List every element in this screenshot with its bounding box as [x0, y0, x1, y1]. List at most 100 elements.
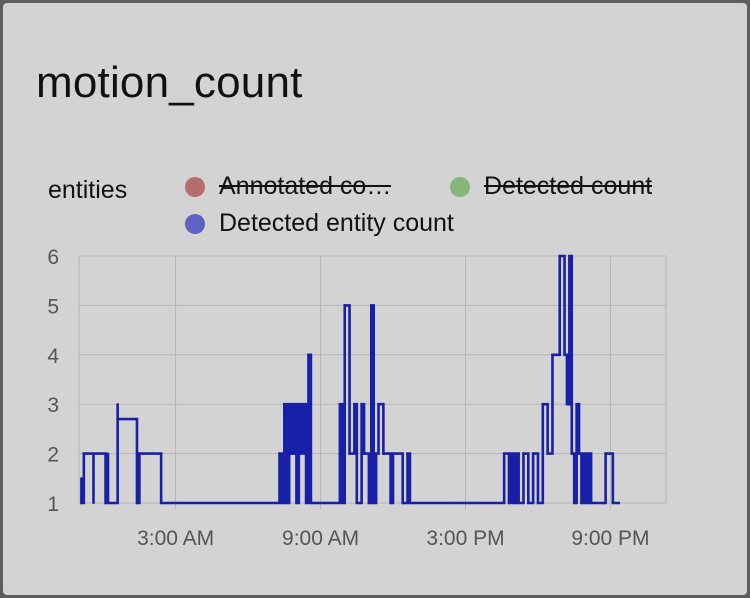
data-point: [295, 501, 298, 505]
data-point: [601, 501, 605, 505]
data-point: [512, 501, 516, 505]
data-point: [594, 501, 598, 505]
data-point: [338, 403, 342, 406]
legend-item-detected-count[interactable]: Detected count: [450, 172, 652, 201]
data-point: [616, 501, 619, 505]
data-point: [541, 403, 545, 406]
data-point: [297, 403, 301, 406]
data-point: [589, 501, 593, 505]
data-point: [372, 501, 375, 505]
data-point: [355, 501, 358, 505]
data-point: [575, 403, 578, 406]
data-point: [104, 452, 107, 455]
y-axis-unit-label: entities: [48, 176, 128, 204]
data-point: [582, 452, 586, 455]
data-point: [89, 452, 93, 455]
legend-item-detected-entity-count[interactable]: Detected entity count: [185, 209, 454, 238]
data-point: [300, 452, 303, 455]
data-point: [515, 452, 518, 455]
data-point: [611, 501, 615, 505]
plot-area: [80, 254, 621, 505]
card-title: motion_count: [36, 58, 303, 107]
data-point: [558, 254, 561, 258]
data-point: [536, 501, 540, 505]
y-axis-ticks: 1 2 3 4 5 6: [47, 246, 59, 516]
data-point: [341, 501, 344, 505]
legend-dot-icon: [185, 213, 205, 234]
data-point: [546, 452, 549, 455]
data-point: [106, 501, 110, 505]
y-tick-label: 4: [47, 345, 59, 368]
data-point: [360, 403, 363, 406]
data-point: [312, 501, 315, 505]
x-tick-label: 9:00 AM: [282, 527, 359, 550]
data-point: [304, 501, 308, 505]
y-tick-label: 1: [47, 493, 59, 516]
data-point: [82, 452, 86, 455]
data-point: [104, 501, 107, 505]
data-point: [382, 452, 385, 455]
data-point: [106, 452, 110, 455]
data-point: [570, 452, 573, 455]
data-point: [362, 452, 366, 455]
data-point: [377, 403, 380, 406]
data-point: [568, 254, 571, 258]
data-point: [92, 501, 95, 505]
data-point: [531, 452, 535, 455]
y-tick-label: 6: [47, 246, 59, 269]
data-point: [343, 304, 346, 307]
data-point: [92, 452, 95, 455]
data-point: [307, 353, 310, 356]
legend-dot-icon: [185, 176, 205, 197]
data-point: [316, 501, 320, 505]
y-tick-label: 2: [47, 444, 59, 467]
data-point: [374, 452, 378, 455]
data-point: [389, 501, 392, 505]
data-point: [604, 452, 607, 455]
data-point: [577, 452, 581, 455]
data-point: [413, 501, 416, 505]
data-point: [609, 452, 612, 455]
data-point: [507, 501, 511, 505]
data-point: [510, 452, 513, 455]
data-point: [285, 501, 288, 505]
data-point: [348, 452, 351, 455]
data-point: [565, 403, 569, 406]
data-point: [551, 353, 554, 356]
data-point: [116, 403, 119, 406]
data-point: [275, 501, 279, 505]
data-point: [580, 501, 583, 505]
data-point: [573, 501, 576, 505]
data-point: [502, 452, 506, 455]
legend-item-annotated-count[interactable]: Annotated co…: [185, 172, 391, 201]
data-point: [329, 501, 332, 505]
data-point: [138, 452, 141, 455]
data-point: [287, 403, 291, 406]
data-point: [391, 452, 395, 455]
data-point: [517, 501, 520, 505]
data-point: [367, 501, 371, 505]
data-point: [585, 501, 588, 505]
data-point: [109, 501, 112, 505]
data-point: [290, 452, 293, 455]
data-point: [370, 304, 373, 307]
data-point: [116, 417, 119, 421]
data-point: [406, 452, 409, 455]
data-point: [135, 501, 139, 505]
data-point: [309, 501, 313, 505]
data-point: [278, 452, 281, 455]
data-point: [401, 501, 404, 505]
x-axis-ticks: 3:00 AM 9:00 AM 3:00 PM 9:00 PM: [137, 527, 649, 550]
data-point: [522, 452, 525, 455]
data-point: [527, 501, 530, 505]
data-point: [454, 501, 458, 505]
x-tick-label: 9:00 PM: [571, 527, 649, 550]
x-tick-label: 3:00 AM: [137, 527, 214, 550]
data-point: [302, 403, 305, 406]
data-point: [476, 501, 479, 505]
data-point: [80, 477, 83, 480]
series-line-detected-entity-count: [80, 254, 621, 505]
data-point: [408, 501, 412, 505]
data-point: [292, 403, 296, 406]
